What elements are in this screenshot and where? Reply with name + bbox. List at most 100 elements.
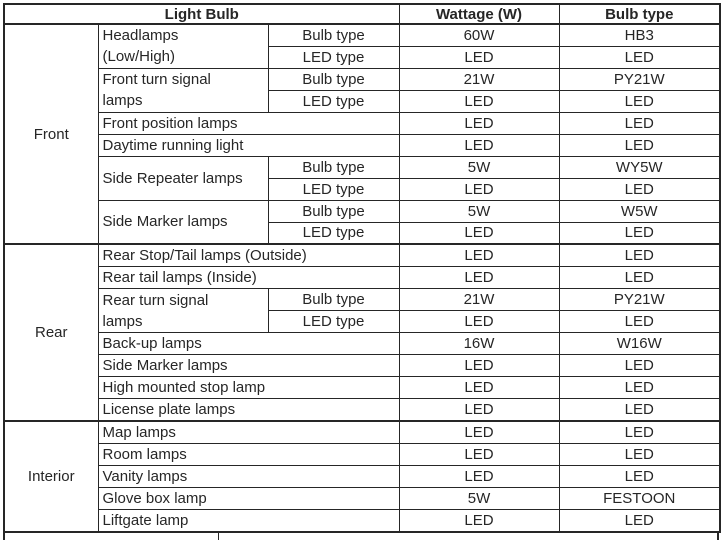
lamp-name-cell: Rear tail lamps (Inside) — [97, 266, 400, 289]
lamp-name-cell: Liftgate lamp — [97, 509, 400, 533]
wattage-cell: LED — [398, 465, 560, 488]
wattage-cell: LED — [398, 45, 560, 69]
bulb-type-cell: LED — [558, 465, 721, 488]
bulb-type-cell: HB3 — [558, 23, 721, 47]
subtype-cell: Bulb type — [267, 67, 400, 91]
wattage-cell: 21W — [398, 288, 560, 311]
table-row: Rear tail lamps (Inside) LED LED — [4, 266, 721, 289]
wattage-cell: 16W — [398, 332, 560, 355]
wattage-cell: LED — [398, 89, 560, 113]
subtype-cell: Bulb type — [267, 23, 400, 47]
wattage-cell: LED — [398, 376, 560, 399]
table-row: LED type LED LED — [4, 221, 721, 245]
wattage-cell: 21W — [398, 67, 560, 91]
table-row: Back-up lamps 16W W16W — [4, 332, 721, 355]
table-row: Side Repeater lamps Bulb type 5W WY5W — [4, 155, 721, 201]
table-row: Side Marker lamps Bulb type 5W W5W — [4, 199, 721, 245]
bulb-type-cell: LED — [558, 221, 721, 245]
lamp-name-cell: Rear turn signal lamps — [97, 288, 269, 333]
bulb-type-cell: W16W — [558, 332, 721, 355]
bulb-type-cell: LED — [558, 310, 721, 333]
lamp-name-cell: Front position lamps — [97, 111, 400, 135]
bulb-type-cell: FESTOON — [558, 487, 721, 510]
table-row: Vanity lamps LED LED — [4, 465, 721, 488]
wattage-cell: LED — [398, 266, 560, 289]
wattage-cell: LED — [398, 420, 560, 444]
section-label-rear: Rear — [3, 243, 99, 422]
header-light-bulb: Light Bulb — [3, 3, 400, 25]
wattage-cell: LED — [398, 509, 560, 533]
bulb-type-cell: PY21W — [558, 288, 721, 311]
table-row: Front Headlamps (Low/High) Bulb type 60W… — [3, 23, 721, 245]
bulb-type-cell: LED — [558, 443, 721, 466]
lamp-name-cell: Front turn signal lamps — [97, 67, 269, 113]
table-row: Rear turn signal lamps Bulb type 21W PY2… — [4, 288, 721, 333]
wattage-cell: LED — [398, 177, 560, 201]
table-row: LED type LED LED — [4, 310, 721, 333]
table-continuation-stub-left — [3, 533, 5, 540]
wattage-cell: 5W — [398, 487, 560, 510]
lamp-name-cell: Map lamps — [97, 420, 400, 444]
bulb-type-cell: LED — [558, 420, 721, 444]
wattage-cell: LED — [398, 354, 560, 377]
bulb-type-cell: LED — [558, 509, 721, 533]
wattage-cell: LED — [398, 443, 560, 466]
subtype-cell: LED type — [267, 45, 400, 69]
bulb-type-cell: LED — [558, 177, 721, 201]
lamp-name-cell: Headlamps (Low/High) — [97, 23, 269, 69]
subtype-cell: LED type — [267, 310, 400, 333]
section-label-interior: Interior — [3, 420, 99, 533]
wattage-cell: LED — [398, 243, 560, 267]
wattage-cell: 60W — [398, 23, 560, 47]
lamp-name-cell: Side Marker lamps — [97, 354, 400, 377]
wattage-cell: 5W — [398, 155, 560, 179]
bulb-type-cell: WY5W — [558, 155, 721, 179]
table-row: Daytime running light LED LED — [4, 133, 721, 157]
wattage-cell: 5W — [398, 199, 560, 223]
header-bulb-type: Bulb type — [558, 3, 721, 25]
lamp-name-cell: Glove box lamp — [97, 487, 400, 510]
subtype-cell: Bulb type — [267, 288, 400, 311]
table-row: Front position lamps LED LED — [4, 111, 721, 135]
section-label-front: Front — [3, 23, 99, 245]
bulb-type-cell: LED — [558, 354, 721, 377]
table-row: Interior Map lamps LED LED — [3, 420, 721, 533]
lamp-name-cell: Room lamps — [97, 443, 400, 466]
lamp-name-cell: Back-up lamps — [97, 332, 400, 355]
wattage-cell: LED — [398, 133, 560, 157]
table-header-row: Light Bulb Wattage (W) Bulb type — [3, 3, 721, 25]
lamp-name-cell: License plate lamps — [97, 398, 400, 422]
table-continuation-stub-right — [717, 533, 719, 540]
bulb-type-cell: LED — [558, 133, 721, 157]
table-row: License plate lamps LED LED — [4, 398, 721, 422]
bulb-type-cell: LED — [558, 243, 721, 267]
table-row: Rear Rear Stop/Tail lamps (Outside) LED … — [3, 243, 721, 422]
lamp-name-cell: Rear Stop/Tail lamps (Outside) — [97, 243, 400, 267]
subtype-cell: Bulb type — [267, 155, 400, 179]
wattage-cell: LED — [398, 398, 560, 422]
bulb-type-cell: W5W — [558, 199, 721, 223]
bulb-type-cell: LED — [558, 45, 721, 69]
bulb-type-cell: LED — [558, 266, 721, 289]
table-continuation-stub-middle — [218, 533, 219, 540]
subtype-cell: LED type — [267, 89, 400, 113]
lamp-name-cell: Vanity lamps — [97, 465, 400, 488]
table-row: Front turn signal lamps Bulb type 21W PY… — [4, 67, 721, 113]
lamp-name-cell: High mounted stop lamp — [97, 376, 400, 399]
bulb-type-cell: PY21W — [558, 67, 721, 91]
table-row: Glove box lamp 5W FESTOON — [4, 487, 721, 510]
wattage-cell: LED — [398, 310, 560, 333]
bulb-spec-table: Light Bulb Wattage (W) Bulb type Front H… — [3, 3, 721, 533]
lamp-name-cell: Daytime running light — [97, 133, 400, 157]
table-row: Room lamps LED LED — [4, 443, 721, 466]
table-row: Liftgate lamp LED LED — [4, 509, 721, 533]
wattage-cell: LED — [398, 111, 560, 135]
lamp-name-cell: Side Marker lamps — [97, 199, 269, 245]
table-row: High mounted stop lamp LED LED — [4, 376, 721, 399]
table-row: LED type LED LED — [4, 89, 721, 113]
subtype-cell: LED type — [267, 177, 400, 201]
subtype-cell: Bulb type — [267, 199, 400, 223]
bulb-type-cell: LED — [558, 376, 721, 399]
header-wattage: Wattage (W) — [398, 3, 560, 25]
